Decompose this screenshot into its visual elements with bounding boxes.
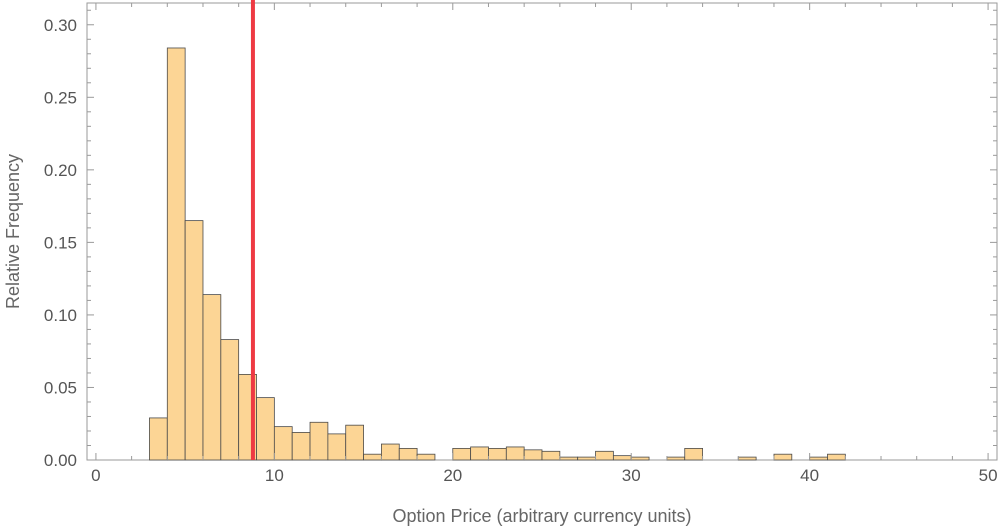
histogram-bar <box>505 446 525 461</box>
x-axis-label: Option Price (arbitrary currency units) <box>392 506 691 526</box>
histogram-bar <box>773 453 793 461</box>
x-tick-label: 0 <box>91 466 100 485</box>
y-tick-label: 0.20 <box>44 161 77 180</box>
histogram-bar <box>149 417 168 461</box>
y-axis-label: Relative Frequency <box>3 154 23 309</box>
histogram-bar <box>559 456 579 461</box>
histogram-bar <box>381 443 400 461</box>
histogram-bar <box>612 455 632 461</box>
histogram-bar <box>827 453 846 461</box>
histogram-bar <box>577 456 596 461</box>
histogram-bar <box>256 397 275 461</box>
histogram-bar <box>273 426 293 461</box>
y-tick-label: 0.25 <box>44 88 77 107</box>
histogram-bar <box>488 447 507 461</box>
histogram-bar <box>684 447 703 461</box>
histogram-bar <box>184 220 204 461</box>
histogram-bar <box>345 424 364 461</box>
y-tick-label: 0.10 <box>44 306 77 325</box>
histogram-bar <box>220 339 240 461</box>
histogram-bar <box>737 456 757 461</box>
y-tick-label: 0.05 <box>44 378 77 397</box>
y-tick-label: 0.00 <box>44 451 77 470</box>
bars-layer <box>149 47 846 461</box>
x-tick-label: 50 <box>979 466 998 485</box>
histogram-bar <box>523 449 543 461</box>
histogram-bar <box>363 453 382 461</box>
ticks-layer: 0 10 20 30 40 50 0.00 0.05 0.10 0.15 0.20 0.25 0.30 <box>44 3 998 485</box>
x-tick-label: 10 <box>265 466 284 485</box>
histogram-bar <box>291 432 311 461</box>
x-tick-label: 40 <box>800 466 819 485</box>
histogram-bar <box>309 421 329 461</box>
histogram-bar <box>452 447 472 461</box>
histogram-bar <box>595 450 614 461</box>
histogram-bar <box>541 450 561 461</box>
y-tick-label: 0.15 <box>44 233 77 252</box>
histogram-bar <box>166 47 186 461</box>
histogram-bar <box>809 456 828 461</box>
histogram-bar <box>202 294 222 461</box>
histogram-bar <box>416 453 436 461</box>
histogram-bar <box>630 456 650 461</box>
histogram-bar <box>398 447 418 461</box>
histogram-bar <box>470 446 489 461</box>
y-tick-label: 0.30 <box>44 16 77 35</box>
x-tick-label: 30 <box>622 466 641 485</box>
histogram-bar <box>327 433 347 461</box>
x-tick-label: 20 <box>443 466 462 485</box>
histogram-bar <box>666 456 686 461</box>
